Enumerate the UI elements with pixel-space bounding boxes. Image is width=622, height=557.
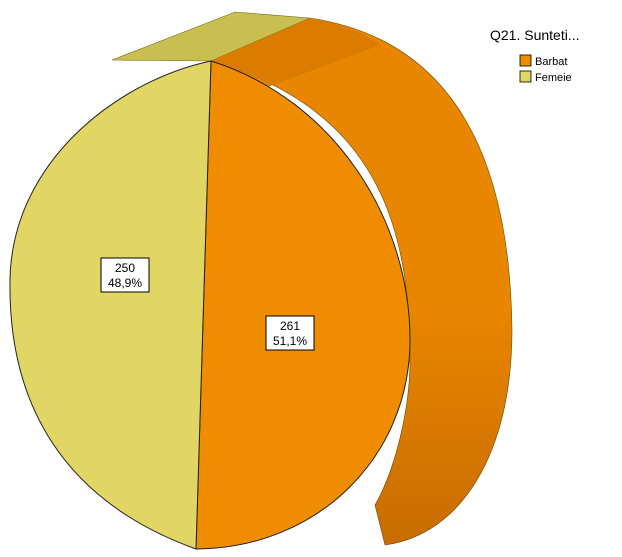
pie-top-face-orange (211, 18, 380, 90)
pie-depth-side (210, 17, 513, 546)
legend-label-femeie: Femeie (535, 72, 572, 84)
data-label-percent: 48,9% (108, 276, 142, 290)
legend-label-barbat: Barbat (535, 56, 567, 68)
pie-slice-femeie (9, 60, 212, 550)
data-label-percent: 51,1% (273, 334, 307, 348)
data-label-box (100, 257, 150, 293)
data-label-box (265, 315, 315, 351)
legend-swatch-barbat (519, 54, 532, 67)
data-label-value: 261 (280, 319, 300, 333)
legend-title: Q21. Sunteti... (490, 27, 580, 43)
data-label-value: 250 (115, 261, 135, 275)
pie-slice-barbat (195, 60, 411, 550)
legend-swatch-femeie (519, 70, 532, 83)
